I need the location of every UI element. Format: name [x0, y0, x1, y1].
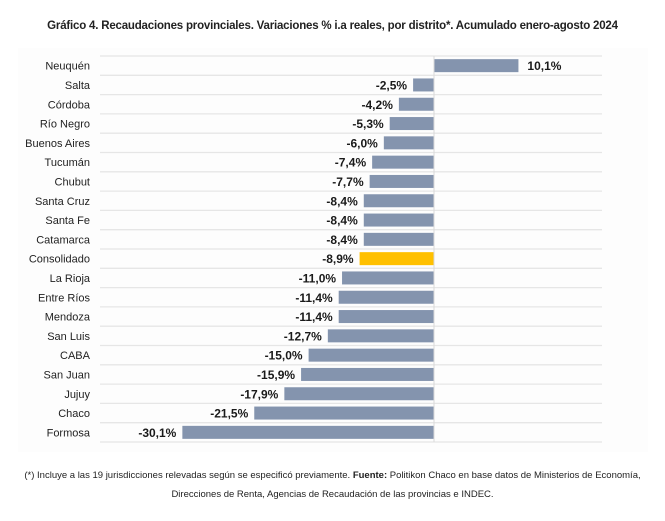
category-label: Córdoba: [48, 99, 91, 111]
bar-salta: [413, 78, 434, 92]
data-label: -15,9%: [257, 368, 295, 382]
data-label: -4,2%: [362, 98, 394, 112]
data-label: 10,1%: [527, 59, 561, 73]
chart-title: Gráfico 4. Recaudaciones provinciales. V…: [47, 20, 618, 32]
data-label: -17,9%: [240, 387, 278, 401]
bar-caba: [308, 348, 434, 362]
category-label: Salta: [65, 80, 91, 92]
data-label: -11,4%: [295, 310, 333, 324]
category-label: Jujuy: [64, 389, 90, 401]
footnote: (*) Incluye a las 19 jurisdicciones rele…: [20, 466, 645, 504]
bar-mendoza: [338, 310, 434, 324]
category-label: Neuquén: [45, 61, 90, 73]
bar-santa-cruz: [363, 194, 434, 208]
category-label: Entre Ríos: [38, 292, 90, 304]
category-label: La Rioja: [50, 273, 91, 285]
bar-san-luis: [327, 329, 434, 343]
bar-neuquén: [434, 59, 519, 73]
category-label: Tucumán: [45, 157, 90, 169]
data-label: -2,5%: [376, 78, 408, 92]
category-label: Santa Cruz: [35, 196, 90, 208]
bar-la-rioja: [342, 271, 434, 285]
bar-jujuy: [284, 387, 434, 401]
category-label: Chaco: [58, 408, 90, 420]
category-label: San Luis: [47, 331, 90, 343]
data-label: -21,5%: [210, 407, 248, 421]
bar-san-juan: [301, 367, 434, 381]
category-label: Catamarca: [36, 234, 91, 246]
bar-buenos-aires: [383, 136, 434, 150]
data-label: -15,0%: [265, 349, 303, 363]
category-label: Santa Fe: [45, 215, 90, 227]
data-label: -7,4%: [335, 156, 367, 170]
bar-consolidado: [359, 252, 434, 266]
bar-formosa: [182, 425, 434, 439]
category-label: Río Negro: [40, 119, 90, 131]
data-label: -8,4%: [326, 214, 358, 228]
category-label: Consolidado: [29, 254, 90, 266]
data-label: -6,0%: [346, 136, 378, 150]
footnote-note: (*) Incluye a las 19 jurisdicciones rele…: [24, 470, 353, 481]
bar-tucumán: [372, 155, 434, 169]
bar-chaco: [254, 406, 434, 420]
category-label: Formosa: [47, 427, 91, 439]
category-label: Mendoza: [45, 312, 91, 324]
bar-chubut: [369, 174, 434, 188]
category-label: CABA: [60, 350, 91, 362]
footnote-source-text: Politikon Chaco en base datos de Ministe…: [171, 470, 641, 500]
data-label: -8,9%: [322, 252, 354, 266]
data-label: -7,7%: [332, 175, 364, 189]
bar-entre-ríos: [338, 290, 434, 304]
bar-catamarca: [363, 232, 434, 246]
data-label: -30,1%: [138, 426, 176, 440]
bar-río-negro: [389, 117, 434, 131]
footnote-source-label: Fuente:: [352, 470, 388, 481]
category-label: Buenos Aires: [25, 138, 90, 150]
data-label: -11,0%: [299, 271, 337, 285]
category-label: Chubut: [55, 176, 90, 188]
bar-chart: Neuquén 10,1% Salta -2,5% Córdoba -4,2% Río Ne…: [25, 55, 602, 443]
data-label: -11,4%: [295, 291, 333, 305]
data-label: -8,4%: [326, 194, 358, 208]
data-label: -8,4%: [326, 233, 358, 247]
bar-santa-fe: [363, 213, 434, 227]
bar-córdoba: [398, 97, 434, 111]
category-label: San Juan: [44, 369, 90, 381]
data-label: -12,7%: [284, 329, 322, 343]
data-label: -5,3%: [352, 117, 384, 131]
